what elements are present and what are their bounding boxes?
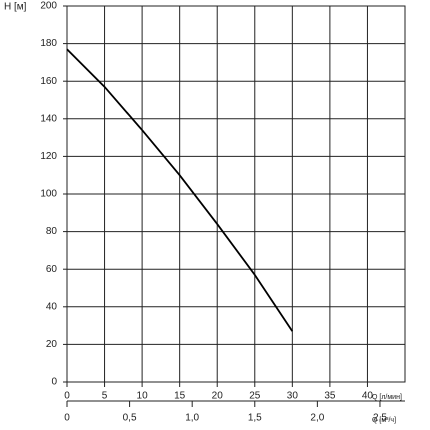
curve xyxy=(66,48,294,332)
y-tick-label: 60 xyxy=(46,264,58,275)
y-tick-label: 180 xyxy=(40,38,57,49)
x-tick-label: 30 xyxy=(287,391,299,402)
y-tick-label: 100 xyxy=(40,189,57,200)
x2-tick-label: 1,0 xyxy=(185,413,199,424)
y-tick-label: 20 xyxy=(46,339,58,350)
y-axis-label: H [м] xyxy=(4,2,27,13)
x-tick-label: 35 xyxy=(324,391,336,402)
x-tick-label: 20 xyxy=(212,391,224,402)
y-tick-label: 120 xyxy=(40,151,57,162)
x2-tick-label: 1,5 xyxy=(248,413,262,424)
x-tick-label: 15 xyxy=(174,391,186,402)
x-axis-label: Q [л/мин] xyxy=(372,394,402,401)
y-tick-label: 200 xyxy=(40,1,57,12)
x2-axis-label: Q [м³/ч] xyxy=(372,417,396,424)
x-tick-label: 10 xyxy=(137,391,149,402)
y-tick-label: 0 xyxy=(51,377,57,388)
x-tick-label: 5 xyxy=(102,391,108,402)
x2-tick-label: 0 xyxy=(64,413,70,424)
x2-tick-label: 0,5 xyxy=(123,413,137,424)
y-tick-label: 80 xyxy=(46,226,58,237)
x-tick-label: 0 xyxy=(64,391,70,402)
x-tick-label: 40 xyxy=(362,391,374,402)
x-tick-label: 25 xyxy=(249,391,261,402)
x2-tick-label: 2,5 xyxy=(373,413,387,424)
y-tick-label: 40 xyxy=(46,301,58,312)
y-tick-label: 140 xyxy=(40,113,57,124)
x2-tick-label: 2,0 xyxy=(310,413,324,424)
y-tick-label: 160 xyxy=(40,76,57,87)
